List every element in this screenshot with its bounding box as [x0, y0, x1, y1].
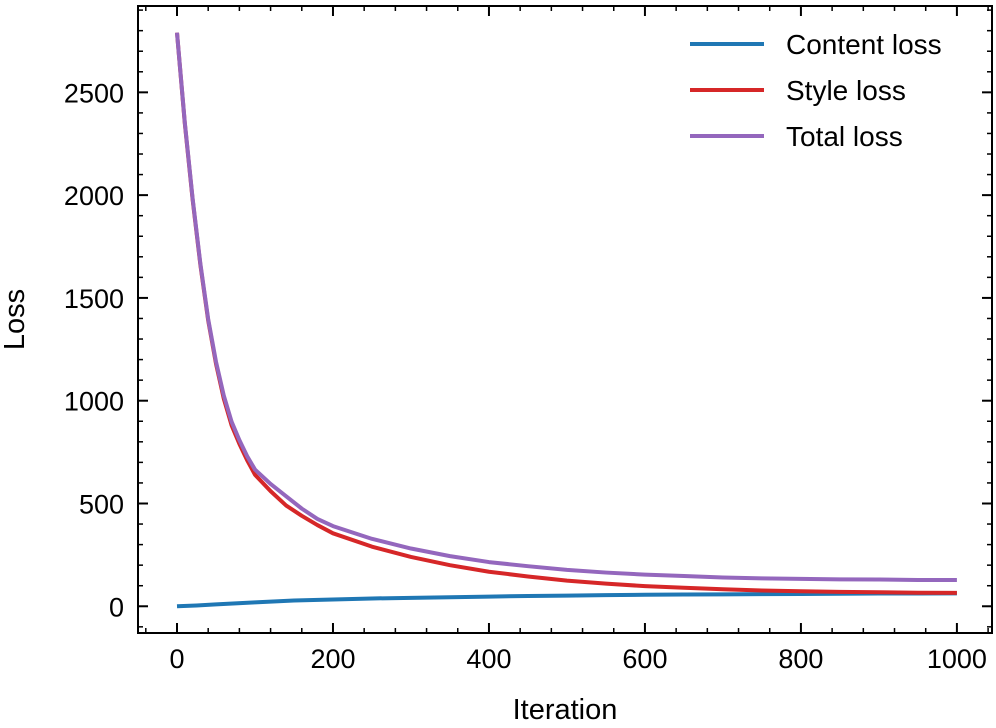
x-tick-label: 800 — [778, 644, 823, 674]
y-tick-label: 2500 — [64, 78, 124, 108]
y-tick-label: 1500 — [64, 284, 124, 314]
legend: Content loss Style loss Total loss — [690, 29, 942, 152]
y-axis-label: Loss — [0, 289, 31, 350]
x-tick-label: 400 — [466, 644, 511, 674]
series-line-style-loss — [175, 32, 957, 595]
series-layer — [175, 32, 957, 609]
ticks-layer: 0 200 400 600 800 1000 0 500 1000 1500 2000 2500 — [64, 6, 992, 674]
series-line-content-loss — [176, 591, 957, 609]
legend-label-content-loss: Content loss — [786, 29, 942, 60]
legend-label-style-loss: Style loss — [786, 75, 906, 106]
x-tick-label: 200 — [310, 644, 355, 674]
plot-frame — [137, 5, 993, 634]
legend-label-total-loss: Total loss — [786, 121, 903, 152]
y-tick-label: 1000 — [64, 387, 124, 417]
x-tick-label: 600 — [622, 644, 667, 674]
x-tick-label: 1000 — [927, 644, 987, 674]
y-tick-label: 500 — [79, 489, 124, 519]
x-axis-label: Iteration — [513, 694, 618, 723]
series-line-total-loss — [175, 32, 957, 582]
x-tick-label: 0 — [169, 644, 184, 674]
y-tick-label: 2000 — [64, 181, 124, 211]
y-tick-label: 0 — [109, 592, 124, 622]
